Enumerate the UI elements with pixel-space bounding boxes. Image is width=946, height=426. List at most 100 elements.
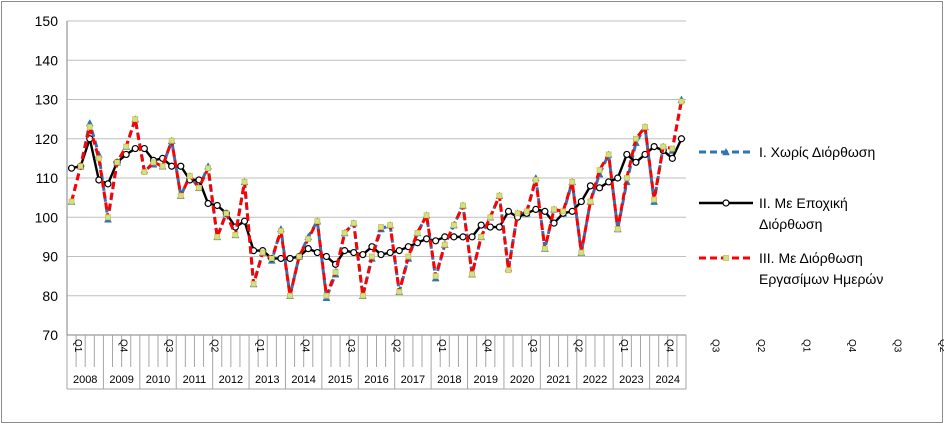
x-quarter-label: Q4 [118,339,129,353]
square-marker [560,208,567,215]
square-marker [505,267,512,274]
y-tick-label: 110 [36,170,59,186]
square-marker [623,175,630,181]
square-marker [359,292,366,299]
square-marker [241,179,248,185]
y-tick-label: 70 [42,327,58,343]
x-year-label: 2011 [183,374,207,386]
x-year-label: 2021 [546,374,570,386]
square-marker [250,281,257,287]
square-marker [68,198,75,205]
square-marker [432,273,439,280]
circle-marker [632,158,640,166]
square-marker [268,255,275,262]
legend-square-marker [723,255,729,261]
square-marker [86,124,93,130]
square-marker [232,232,239,238]
x-year-label: 2024 [656,374,680,386]
circle-marker [67,164,76,172]
circle-marker [240,217,249,225]
circle-marker [595,184,604,192]
x-quarter-label: Q3 [527,339,538,353]
x-year-label: 2008 [73,374,97,386]
circle-marker [359,250,367,259]
x-quarter-label: Q4 [482,339,493,353]
circle-marker [668,154,676,162]
circle-marker [422,235,431,243]
square-marker [114,159,120,166]
series-working-day [70,101,683,298]
circle-marker [550,219,558,227]
square-marker [378,224,384,230]
square-marker [205,165,211,172]
circle-marker [605,178,613,186]
square-marker [223,210,230,217]
x-quarter-label: Q1 [72,339,83,353]
y-tick-label: 80 [42,288,58,304]
legend-triangle-marker [722,147,730,156]
x-year-label: 2018 [437,374,461,386]
circle-marker [304,245,312,253]
x-quarter-label: Q2 [755,339,766,353]
square-marker [387,222,394,229]
x-year-label: 2020 [510,374,534,386]
x-quarter-label: Q3 [345,339,356,353]
square-marker [123,143,130,150]
y-tick-label: 90 [42,249,58,265]
square-marker [95,155,102,162]
circle-marker [504,207,513,215]
circle-marker [140,144,148,153]
square-marker [678,98,685,105]
y-tick-label: 140 [35,52,59,68]
circle-marker [477,221,485,229]
circle-marker [586,182,595,190]
square-marker [578,249,585,256]
y-tick-label: 100 [35,209,59,225]
square-marker [669,145,676,152]
circle-marker [650,143,658,151]
x-year-label: 2015 [328,374,352,386]
x-quarter-label: Q1 [254,339,265,353]
square-marker [532,177,539,183]
circle-marker [104,180,112,188]
circle-marker [313,248,321,257]
square-marker [305,235,312,242]
square-marker [159,163,166,170]
x-year-label: 2017 [401,374,425,386]
square-marker [278,228,284,234]
square-marker [605,151,612,158]
x-year-label: 2010 [146,374,170,386]
square-marker [323,292,330,299]
x-year-label: 2016 [364,374,388,386]
square-marker [614,226,621,232]
circle-marker [577,197,585,206]
x-quarter-label: Q1 [800,339,811,353]
square-marker [196,184,202,191]
circle-marker [677,135,686,143]
x-quarter-label: Q4 [300,339,311,353]
x-quarter-label: Q4 [664,339,675,353]
y-tick-label: 150 [35,13,59,29]
x-year-label: 2009 [109,374,133,386]
circle-marker [386,248,394,257]
square-marker [369,253,375,260]
x-year-label: 2012 [219,374,243,386]
square-marker [141,169,148,176]
legend-label: Διόρθωση [759,216,822,232]
square-marker [460,202,466,209]
y-tick-label: 120 [35,131,59,147]
square-marker [450,222,457,229]
legend-label: ΙΙΙ. Με Διόρθωση [759,250,863,266]
square-marker [514,210,521,217]
circle-marker [350,248,358,257]
x-quarter-label: Q2 [573,339,584,353]
x-quarter-label: Q4 [846,339,857,353]
x-year-label: 2014 [291,374,315,386]
x-year-label: 2013 [255,374,279,386]
circle-marker [623,150,631,159]
circle-marker [168,162,176,170]
circle-marker [322,252,331,261]
x-quarter-label: Q3 [891,339,902,353]
